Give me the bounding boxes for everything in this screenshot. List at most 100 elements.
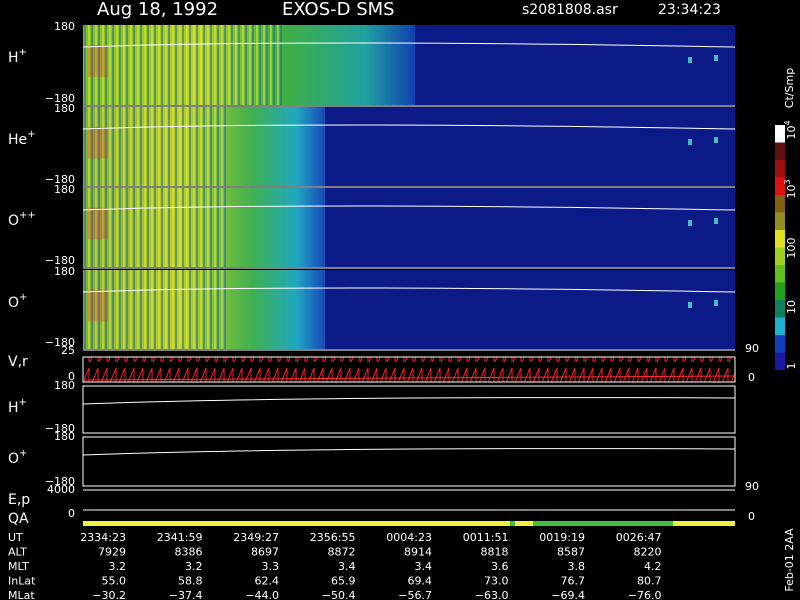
y-label: −180: [45, 475, 75, 488]
qa-bar: [83, 521, 735, 526]
y-label: 25: [61, 344, 75, 357]
blob: [714, 300, 718, 306]
eph-value: 4.2: [644, 560, 662, 573]
eph-value: 80.7: [637, 575, 662, 588]
panel-label: O++: [8, 210, 36, 229]
eph-value: 2349:27: [233, 531, 279, 544]
right-label: 90: [745, 480, 759, 493]
eph-value: 3.2: [109, 560, 127, 573]
qa-bar-green: [533, 521, 673, 526]
ion: H: [8, 400, 19, 416]
colorbar-cell: [775, 160, 785, 178]
ion: O: [8, 295, 19, 311]
red-patch: [88, 126, 108, 159]
tick-exp: 3: [783, 179, 792, 184]
y-label: 180: [54, 183, 75, 196]
panel-label: H+: [8, 397, 27, 416]
vr-base: [82, 375, 736, 381]
eph-value: 55.0: [102, 575, 127, 588]
y-label: 180: [54, 265, 75, 278]
eph-label: MLT: [8, 560, 29, 573]
eph-value: 0004:23: [386, 531, 432, 544]
eph-value: 0011:51: [463, 531, 509, 544]
vr-label: V,r: [8, 354, 28, 370]
trace: [82, 397, 736, 405]
y-label: 4000: [47, 483, 75, 496]
blob: [688, 139, 692, 145]
charge: ++: [19, 210, 36, 221]
colorbar-cell: [775, 317, 785, 335]
eph-value: −76.0: [628, 589, 662, 600]
blob: [688, 302, 692, 308]
tick-base: 1: [785, 363, 798, 370]
red-patch: [88, 289, 108, 322]
eph-value: 2341:59: [157, 531, 203, 544]
file-time: 23:34:23: [658, 2, 721, 18]
eph-value: 3.6: [491, 560, 509, 573]
eph-value: 8872: [328, 546, 356, 559]
file-name: s2081808.asr: [522, 2, 618, 18]
eph-value: 65.9: [331, 575, 356, 588]
red-patch: [88, 45, 108, 77]
colorbar-cell: [775, 282, 785, 300]
colorbar-cell: [775, 230, 785, 248]
eph-value: −50.4: [322, 589, 356, 600]
ion: O: [8, 451, 19, 467]
colorbar-tick: 104: [783, 120, 799, 139]
eph-value: 0026:47: [616, 531, 662, 544]
eph-value: 3.4: [415, 560, 433, 573]
date: Aug 18, 1992: [97, 0, 218, 20]
y-label: −180: [45, 92, 75, 105]
y-label: 180: [54, 430, 75, 443]
eph-value: 3.3: [262, 560, 280, 573]
blob: [714, 55, 718, 61]
ion: O: [8, 213, 19, 229]
eph-label: ALT: [8, 546, 27, 559]
colorbar-cell: [775, 142, 785, 160]
eph-value: 8914: [404, 546, 432, 559]
y-label: −180: [45, 173, 75, 186]
colorbar-cell: [775, 352, 785, 370]
eph-value: 73.0: [484, 575, 509, 588]
trace: [82, 448, 736, 456]
y-label: −180: [45, 254, 75, 267]
colorbar-title: Ct/Smp: [783, 68, 796, 108]
eph-value: 62.4: [255, 575, 280, 588]
eph-value: 3.8: [568, 560, 586, 573]
colorbar-cell: [775, 335, 785, 353]
black-panel: [82, 385, 736, 434]
eph-value: −37.4: [169, 589, 203, 600]
trace: [82, 124, 736, 130]
tick-base: 10: [785, 185, 798, 199]
trace: [82, 42, 736, 48]
trace: [82, 287, 736, 293]
eph-value: 2334:23: [80, 531, 126, 544]
eph-value: 69.4: [408, 575, 433, 588]
eph-value: 0019:19: [539, 531, 585, 544]
instrument: EXOS-D SMS: [282, 0, 395, 20]
eph-value: 76.7: [561, 575, 586, 588]
colorbar-cell: [775, 300, 785, 318]
eph-value: 8818: [481, 546, 509, 559]
blob: [714, 218, 718, 224]
colorbar-cell: [775, 247, 785, 265]
colorbar-cell: [775, 212, 785, 230]
qa-bar-green: [510, 521, 515, 526]
tick-base: 10: [785, 300, 798, 314]
eph-value: 58.8: [178, 575, 203, 588]
red-patch: [88, 207, 108, 240]
footer-note: Feb-01 2AA: [783, 528, 796, 592]
charge: +: [19, 47, 27, 58]
panel-label: O+: [8, 292, 27, 311]
eph-value: 8587: [557, 546, 585, 559]
colorbar-cell: [775, 177, 785, 195]
qa-label: QA: [8, 511, 29, 527]
y-label: 0: [68, 507, 75, 520]
eph-value: −44.0: [245, 589, 279, 600]
ep-label: E,p: [8, 492, 30, 508]
colorbar-tick: 10: [785, 300, 798, 314]
right-label: 90: [745, 342, 759, 355]
blob: [688, 220, 692, 226]
spectrogram-stripes: [83, 270, 229, 349]
